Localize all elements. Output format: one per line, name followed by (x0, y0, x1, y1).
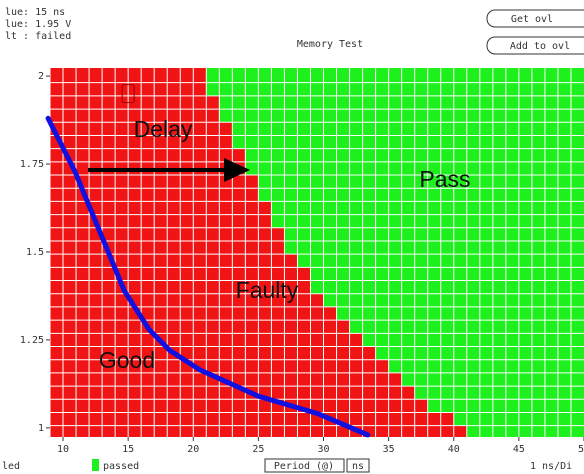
add-ovl-label[interactable]: Add to ovl (510, 41, 570, 52)
pass-cells (232, 122, 584, 136)
x-tick-label: 50 (578, 444, 584, 455)
x-tick-label: 15 (122, 444, 134, 455)
pass-cells (362, 333, 584, 347)
fail-cells (50, 95, 220, 110)
good-curve (45, 115, 371, 438)
passed-legend: passed (103, 461, 139, 472)
value-y: lue: 1.95 V (5, 19, 71, 30)
pass-cells (388, 359, 584, 373)
pass-cells (414, 386, 584, 400)
fail-cells (50, 254, 298, 268)
x-tick-label: 25 (252, 444, 264, 455)
unit-box[interactable] (346, 458, 370, 473)
fail-cells (50, 412, 454, 426)
x-tick-label: 30 (317, 444, 329, 455)
x-axis-label[interactable]: Period (@) (274, 461, 334, 472)
pass-cells (258, 175, 584, 189)
failed-legend: led (2, 461, 20, 472)
get-ovl-label[interactable]: Get ovl (511, 14, 553, 25)
fail-cells (50, 293, 324, 307)
annotation: Faulty (236, 277, 299, 303)
cursor (121, 84, 135, 104)
window-title: Memory Test (297, 39, 363, 50)
fail-cells (50, 399, 428, 413)
pass-cells (310, 280, 584, 294)
fail-cells (50, 346, 376, 360)
fail-cells (50, 214, 272, 228)
pass-cells (284, 240, 584, 255)
value-x: lue: 15 ns (5, 7, 65, 18)
x-tick-label: 45 (513, 444, 525, 455)
annotation: Pass (419, 166, 470, 192)
x-tick-label: 40 (448, 444, 460, 455)
annotation: Delay (134, 116, 193, 142)
passed-swatch (92, 459, 99, 471)
y-tick-label: 1.75 (20, 159, 44, 170)
pass-cells (284, 227, 584, 241)
y-tick-label: 1.25 (20, 335, 44, 346)
axis-label-box[interactable] (264, 458, 345, 473)
fail-cells (50, 201, 272, 215)
pass-cells (466, 425, 584, 437)
plot (45, 68, 584, 438)
fail-cells (50, 320, 350, 334)
pass-cells (232, 135, 584, 149)
pass-cells (336, 306, 584, 321)
get-ovl-button[interactable] (486, 9, 584, 28)
x-tick-label: 10 (57, 444, 69, 455)
pass-cells (206, 82, 584, 96)
pass-cells (310, 267, 584, 281)
x-tick-label: 20 (187, 444, 199, 455)
scale: 1 ns/Di (530, 461, 572, 472)
delay-arrow-head (224, 158, 250, 182)
fail-cells (50, 109, 220, 123)
result: lt : failed (5, 31, 71, 42)
y-tick-label: 1.5 (26, 247, 44, 258)
pass-cells (206, 68, 584, 83)
unit: ns (352, 461, 364, 472)
overlay: Delay Pass Faulty Good (88, 116, 471, 373)
y-tick-label: 2 (38, 71, 44, 82)
add-ovl-button[interactable] (486, 36, 584, 55)
y-tick-label: 1 (38, 423, 44, 434)
pass-cells (258, 188, 584, 202)
fail-cells (50, 148, 246, 162)
x-tick-label: 35 (383, 444, 395, 455)
annotation: Good (99, 347, 155, 373)
